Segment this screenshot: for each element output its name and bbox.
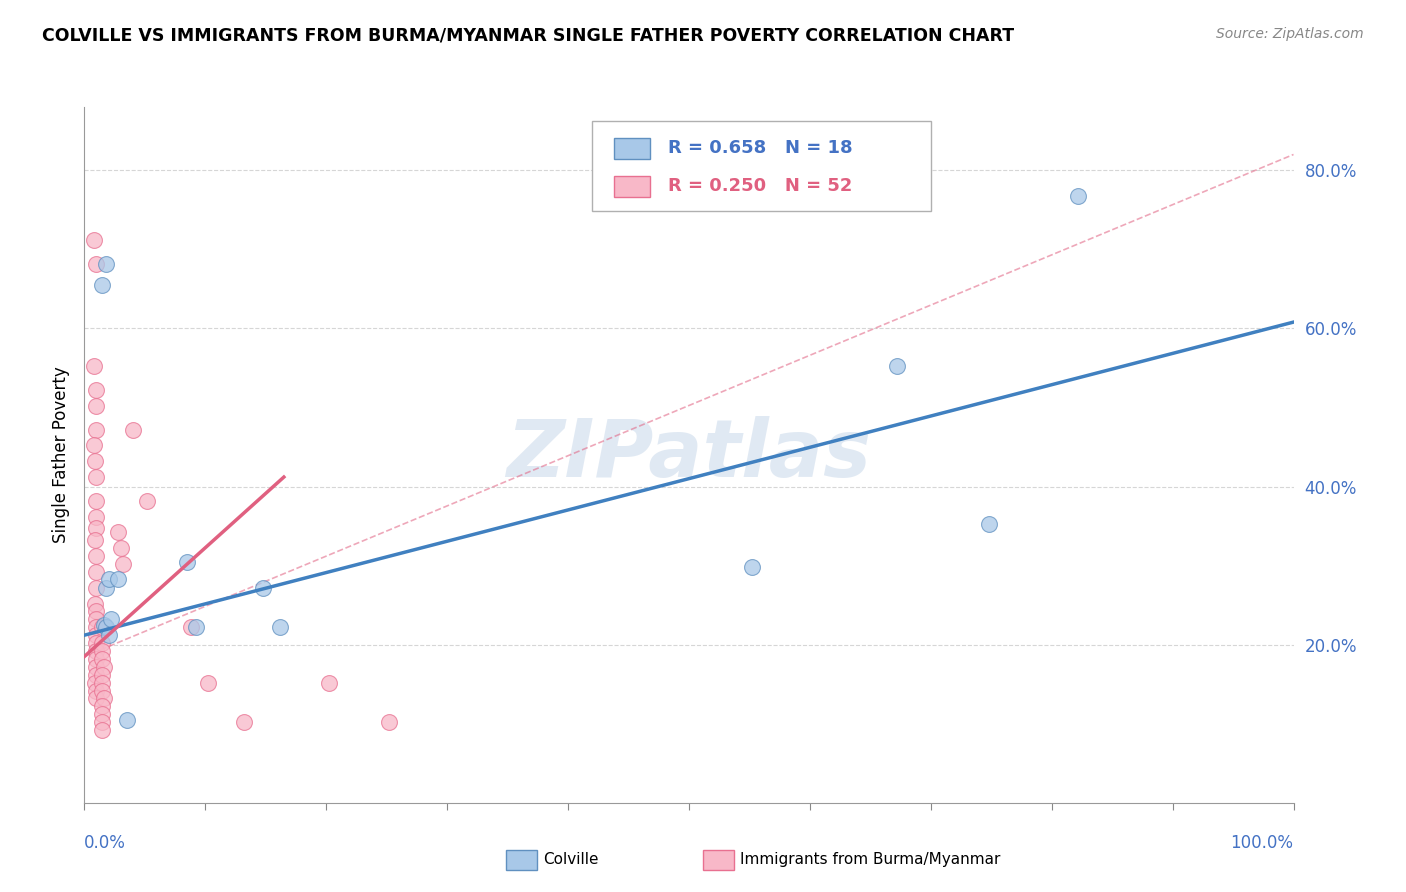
Point [107, 572, 129, 586]
Point [110, 541, 132, 556]
Point [91, 723, 114, 737]
Point [233, 715, 256, 730]
Point [86, 644, 108, 658]
Point [112, 557, 135, 571]
Point [84, 597, 107, 611]
Text: 100.0%: 100.0% [1230, 834, 1294, 852]
Point [91, 707, 114, 722]
Point [83, 233, 105, 247]
Point [94, 620, 117, 634]
Point [86, 652, 108, 666]
Point [91, 277, 114, 292]
Point [91, 683, 114, 698]
Point [886, 359, 908, 374]
Point [93, 691, 115, 706]
Point [86, 628, 108, 642]
Text: Source: ZipAtlas.com: Source: ZipAtlas.com [1216, 27, 1364, 41]
Point [86, 399, 108, 413]
Point [91, 699, 114, 714]
Point [86, 509, 108, 524]
Point [97, 572, 120, 586]
Point [84, 533, 107, 548]
Point [86, 549, 108, 563]
Text: 0.0%: 0.0% [84, 834, 127, 852]
Point [176, 555, 198, 569]
Point [91, 620, 114, 634]
FancyBboxPatch shape [614, 176, 650, 196]
Point [86, 612, 108, 626]
Point [136, 493, 159, 508]
Text: R = 0.250   N = 52: R = 0.250 N = 52 [668, 178, 853, 195]
Point [83, 438, 105, 452]
Point [86, 470, 108, 484]
Point [184, 620, 207, 634]
Point [977, 517, 1000, 532]
Point [86, 521, 108, 535]
Point [94, 256, 117, 270]
Point [86, 383, 108, 397]
Point [86, 581, 108, 595]
Point [86, 636, 108, 650]
Point [91, 675, 114, 690]
Point [252, 581, 274, 595]
Point [91, 715, 114, 730]
Point [86, 683, 108, 698]
Point [94, 581, 117, 595]
Point [180, 620, 202, 634]
Point [197, 675, 219, 690]
Point [378, 715, 401, 730]
Point [93, 660, 115, 674]
Point [86, 256, 108, 270]
FancyBboxPatch shape [592, 121, 931, 211]
Point [86, 620, 108, 634]
Point [97, 628, 120, 642]
Point [93, 618, 115, 632]
Text: Colville: Colville [543, 853, 598, 867]
Point [84, 675, 107, 690]
Point [86, 691, 108, 706]
Point [86, 660, 108, 674]
Text: COLVILLE VS IMMIGRANTS FROM BURMA/MYANMAR SINGLE FATHER POVERTY CORRELATION CHAR: COLVILLE VS IMMIGRANTS FROM BURMA/MYANMA… [42, 27, 1014, 45]
Point [115, 713, 138, 727]
Point [86, 605, 108, 619]
Y-axis label: Single Father Poverty: Single Father Poverty [52, 367, 70, 543]
Point [86, 565, 108, 579]
Point [83, 359, 105, 374]
Point [91, 652, 114, 666]
FancyBboxPatch shape [614, 137, 650, 159]
Point [121, 423, 143, 437]
Point [86, 423, 108, 437]
Point [741, 560, 763, 574]
Point [269, 620, 291, 634]
Point [100, 612, 122, 626]
Text: R = 0.658   N = 18: R = 0.658 N = 18 [668, 139, 853, 157]
Point [107, 525, 129, 540]
Point [91, 636, 114, 650]
Point [86, 667, 108, 681]
Text: Immigrants from Burma/Myanmar: Immigrants from Burma/Myanmar [740, 853, 1000, 867]
Point [86, 493, 108, 508]
Point [91, 644, 114, 658]
Point [1067, 188, 1090, 202]
Point [318, 675, 340, 690]
Text: ZIPatlas: ZIPatlas [506, 416, 872, 494]
Point [91, 667, 114, 681]
Point [84, 454, 107, 468]
